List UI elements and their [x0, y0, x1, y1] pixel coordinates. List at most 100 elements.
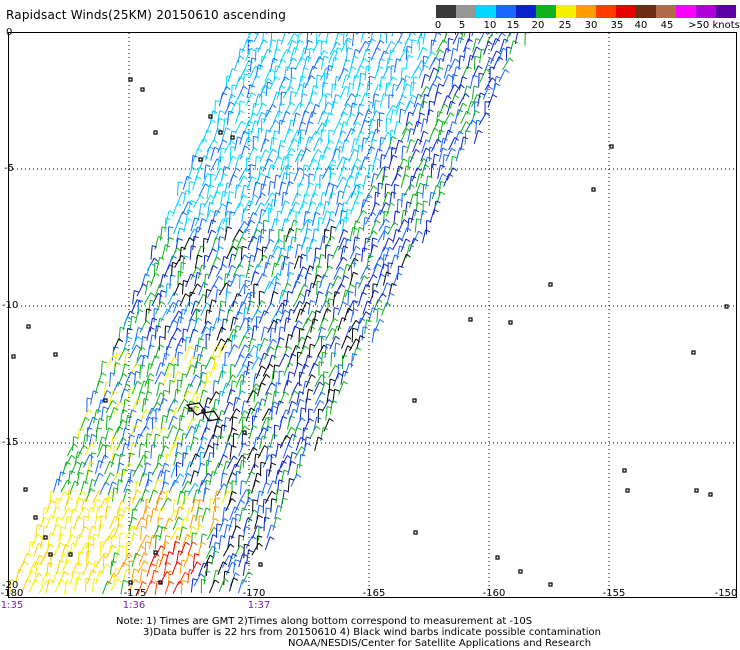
wind-barb	[272, 110, 280, 124]
wind-barb	[250, 309, 258, 323]
color-scale-label: >50 knots	[688, 20, 740, 31]
wind-barb-feather	[200, 419, 205, 423]
wind-barb-feather	[195, 374, 201, 379]
wind-barb	[383, 226, 386, 241]
wind-barb-feather	[267, 391, 273, 396]
wind-barb-feather	[159, 496, 164, 501]
wind-barb-feather	[365, 48, 371, 53]
wind-barb	[58, 571, 66, 585]
wind-barb-feather	[295, 201, 300, 206]
wind-barb	[431, 185, 437, 200]
wind-barb-feather	[241, 480, 247, 483]
wind-barb	[320, 67, 327, 81]
wind-barb	[256, 112, 262, 126]
wind-barb-feather	[417, 138, 423, 143]
wind-barb	[158, 290, 162, 305]
wind-barb	[106, 496, 109, 512]
wind-barb	[320, 382, 326, 396]
wind-barb	[57, 471, 62, 486]
wind-barb	[333, 266, 341, 280]
wind-barb	[185, 461, 191, 476]
wind-barb-feather	[79, 571, 85, 575]
wind-barb	[340, 335, 348, 349]
wind-barb-feather	[343, 245, 349, 249]
wind-barb	[96, 444, 104, 458]
wind-barb-feather	[312, 91, 318, 95]
wind-barb-feather	[272, 148, 278, 153]
wind-barb	[287, 262, 290, 277]
wind-barb-feather	[132, 442, 138, 446]
wind-barb	[178, 571, 186, 585]
wind-barb	[265, 469, 268, 484]
wind-barb	[261, 48, 269, 63]
wind-barb	[384, 40, 392, 54]
wind-barb-feather	[273, 291, 279, 295]
wind-barb	[207, 219, 213, 234]
wind-barb	[418, 100, 424, 115]
wind-barb	[272, 364, 276, 379]
wind-barb	[416, 158, 424, 172]
wind-barb-feather	[306, 247, 312, 250]
wind-barb-feather	[318, 291, 324, 295]
wind-barb	[217, 390, 221, 405]
wind-barb	[320, 40, 323, 55]
wind-barb-feather	[142, 472, 148, 476]
wind-barb	[221, 555, 230, 568]
wind-barb-feather	[159, 317, 165, 321]
wind-barb	[224, 182, 228, 197]
wind-barb-feather	[513, 40, 518, 44]
wind-barb-feather	[423, 130, 429, 135]
wind-barb	[211, 210, 217, 225]
wind-barb-feather	[265, 261, 271, 265]
wind-barb-feather	[205, 507, 211, 511]
wind-barb-feather	[291, 460, 296, 465]
wind-barb	[226, 455, 235, 469]
island-shape	[68, 552, 73, 557]
wind-barb	[210, 256, 218, 271]
wind-barb-feather	[225, 351, 231, 354]
wind-barb	[329, 336, 337, 350]
wind-barb	[333, 372, 339, 387]
wind-barb-feather	[250, 219, 256, 224]
wind-barb-feather	[234, 506, 240, 511]
wind-barb-feather	[205, 570, 211, 573]
wind-barb-feather	[410, 139, 416, 143]
wind-barb-feather	[299, 398, 305, 403]
wind-barb-feather	[299, 328, 305, 331]
wind-barb-feather	[372, 185, 378, 190]
wind-barb-feather	[379, 318, 385, 323]
wind-barb	[173, 282, 180, 297]
wind-barb	[84, 443, 92, 457]
wind-barb-feather	[269, 228, 275, 232]
wind-barb-feather	[299, 102, 304, 107]
wind-barb	[308, 238, 313, 253]
wind-barb	[199, 389, 204, 404]
wind-barb	[318, 300, 327, 314]
wind-barb	[294, 244, 299, 259]
wind-barb	[353, 112, 360, 126]
wind-barb-feather	[352, 327, 358, 331]
color-swatch	[676, 5, 696, 18]
wind-barb	[125, 525, 133, 540]
wind-barb-feather	[359, 131, 365, 135]
wind-barb-feather	[136, 399, 142, 403]
wind-barb-feather	[442, 120, 448, 125]
wind-barb	[410, 39, 413, 54]
wind-barb	[313, 167, 318, 182]
wind-barb	[308, 362, 315, 377]
wind-barb-feather	[136, 481, 142, 484]
wind-barb-feather	[191, 364, 196, 369]
wind-barb-feather	[166, 345, 172, 349]
wind-barb-feather	[328, 298, 334, 301]
wind-barb-feather	[210, 209, 215, 214]
wind-barb	[245, 535, 253, 549]
wind-barb-feather	[410, 183, 415, 188]
wind-barb	[342, 217, 345, 232]
wind-barb-feather	[177, 442, 183, 446]
wind-barb	[400, 83, 408, 97]
color-scale-label: 30	[584, 20, 598, 31]
wind-barb-feather	[471, 119, 477, 124]
wind-barb	[347, 300, 354, 314]
wind-barb-feather	[229, 543, 235, 548]
wind-barb-feather	[96, 409, 102, 413]
